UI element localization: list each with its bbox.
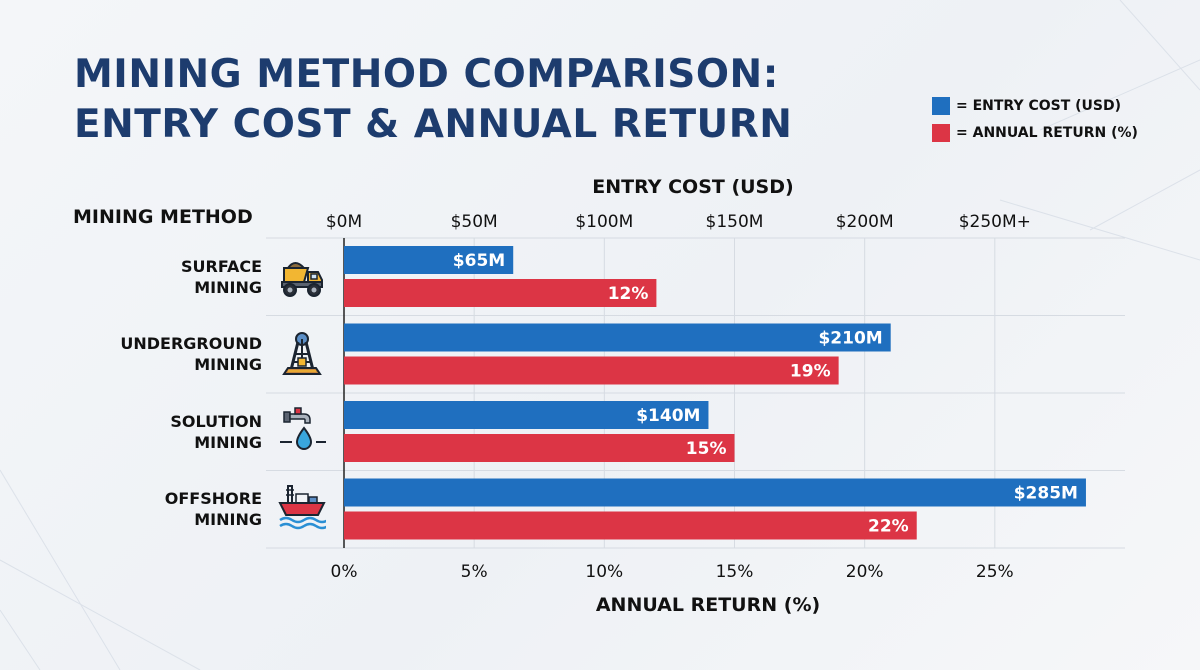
annual-return-bar bbox=[344, 356, 839, 385]
y-axis-title: MINING METHOD bbox=[73, 206, 253, 228]
bottom-axis-tick-label: 25% bbox=[976, 562, 1014, 582]
annual-return-data-label: 15% bbox=[686, 439, 727, 459]
annual-return-data-label: 22% bbox=[868, 517, 909, 537]
entry-cost-data-label: $285M bbox=[1014, 484, 1078, 504]
category-label-line: OFFSHORE bbox=[164, 489, 262, 509]
category-label: SOLUTION MINING bbox=[62, 411, 262, 453]
legend-label-entry-cost: = ENTRY COST (USD) bbox=[956, 98, 1122, 114]
bottom-axis-title: ANNUAL RETURN (%) bbox=[595, 594, 821, 616]
legend-swatch-annual-return bbox=[932, 124, 950, 142]
annual-return-bar bbox=[344, 511, 917, 540]
bottom-axis-tick-label: 10% bbox=[585, 562, 623, 582]
top-axis-tick-label: $250M+ bbox=[959, 212, 1031, 232]
category-label: SURFACE MINING bbox=[62, 256, 262, 298]
category-label-line: MINING bbox=[194, 277, 262, 297]
legend-item-entry-cost: = ENTRY COST (USD) bbox=[932, 96, 1138, 116]
chart-title: MINING METHOD COMPARISON: ENTRY COST & A… bbox=[74, 50, 792, 150]
mine-headframe-icon bbox=[282, 332, 322, 375]
entry-cost-data-label: $65M bbox=[453, 251, 505, 271]
bottom-axis-tick-label: 20% bbox=[846, 562, 884, 582]
category-label-line: SURFACE bbox=[181, 256, 262, 276]
category-label-line: SOLUTION bbox=[170, 411, 262, 431]
legend: = ENTRY COST (USD) = ANNUAL RETURN (%) bbox=[932, 96, 1138, 150]
bottom-axis-tick-label: 15% bbox=[716, 562, 754, 582]
faucet-droplet-icon bbox=[280, 407, 326, 450]
top-axis-tick-label: $50M bbox=[451, 212, 498, 232]
top-axis-tick-label: $100M bbox=[575, 212, 633, 232]
category-label-line: UNDERGROUND bbox=[120, 334, 262, 354]
category-label-line: MINING bbox=[194, 355, 262, 375]
dump-truck-icon bbox=[281, 262, 323, 297]
legend-swatch-entry-cost bbox=[932, 97, 950, 115]
annual-return-bar bbox=[344, 279, 657, 307]
top-axis-title: ENTRY COST (USD) bbox=[592, 176, 794, 198]
chart-title-line-1: MINING METHOD COMPARISON: bbox=[74, 52, 779, 97]
entry-cost-data-label: $210M bbox=[818, 329, 882, 349]
offshore-platform-ship-icon bbox=[278, 485, 326, 530]
category-label-line: MINING bbox=[194, 432, 262, 452]
annual-return-bar bbox=[344, 434, 735, 462]
legend-label-annual-return: = ANNUAL RETURN (%) bbox=[956, 125, 1138, 141]
bottom-axis-tick-label: 5% bbox=[461, 562, 488, 582]
entry-cost-data-label: $140M bbox=[636, 406, 700, 426]
chart-title-line-2: ENTRY COST & ANNUAL RETURN bbox=[74, 102, 793, 147]
category-label: OFFSHORE MINING bbox=[62, 488, 262, 530]
entry-cost-bar bbox=[344, 401, 709, 429]
annual-return-data-label: 19% bbox=[790, 362, 831, 382]
bottom-axis-tick-label: 0% bbox=[331, 562, 358, 582]
category-label-line: MINING bbox=[194, 510, 262, 530]
category-label: UNDERGROUND MINING bbox=[62, 333, 262, 375]
entry-cost-bar bbox=[344, 478, 1086, 507]
annual-return-data-label: 12% bbox=[608, 284, 649, 304]
entry-cost-bar bbox=[344, 323, 891, 352]
top-axis-tick-label: $0M bbox=[326, 212, 362, 232]
entry-cost-bar bbox=[344, 246, 514, 274]
top-axis-tick-label: $150M bbox=[706, 212, 764, 232]
legend-item-annual-return: = ANNUAL RETURN (%) bbox=[932, 123, 1138, 143]
top-axis-tick-label: $200M bbox=[836, 212, 894, 232]
